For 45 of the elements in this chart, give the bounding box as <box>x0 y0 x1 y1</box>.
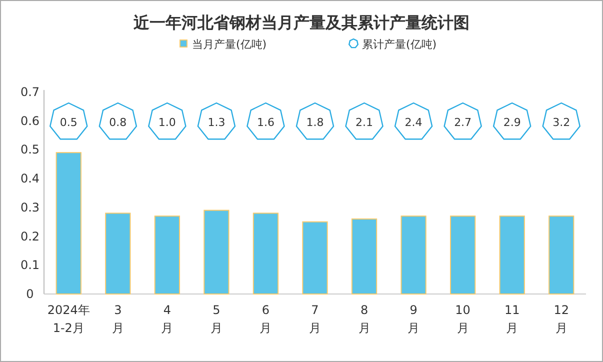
data-label: 2.9 <box>503 116 521 129</box>
y-tick-label: 0.5 <box>20 142 40 157</box>
y-tick-label: 0.3 <box>20 200 40 214</box>
x-tick-label: 10月 <box>455 303 470 335</box>
data-label: 2.7 <box>454 116 472 129</box>
bar <box>400 216 426 294</box>
data-label: 1.3 <box>208 116 226 129</box>
x-tick-label: 2024年1-2月 <box>47 303 90 335</box>
y-tick-label: 0.2 <box>20 229 40 244</box>
y-tick-label: 0.6 <box>20 114 40 128</box>
legend: 当月产量(亿吨) <box>180 38 267 51</box>
chart-title: 近一年河北省钢材当月产量及其累计产量统计图 <box>132 13 470 32</box>
x-tick-label: 9月 <box>408 303 420 335</box>
legend-label: 累计产量(亿吨) <box>362 38 437 51</box>
bar <box>499 216 525 294</box>
x-tick-label: 12月 <box>554 303 570 335</box>
bar <box>204 210 230 294</box>
y-tick-label: 0.1 <box>20 258 40 272</box>
data-label: 1.6 <box>256 116 274 129</box>
x-tick-label: 7月 <box>309 303 321 335</box>
bar <box>252 212 279 294</box>
data-label: 2.1 <box>356 116 374 129</box>
data-label: 0.5 <box>60 116 78 129</box>
bar <box>302 221 328 294</box>
data-label: 2.4 <box>404 116 422 129</box>
legend: 累计产量(亿吨) <box>348 38 437 51</box>
x-tick-label: 4月 <box>161 303 174 335</box>
x-tick-label: 6月 <box>260 303 272 335</box>
data-label: 3.2 <box>552 116 570 129</box>
x-tick-label: 11月 <box>504 303 520 335</box>
bar <box>105 212 131 294</box>
x-tick-label: 8月 <box>358 303 370 335</box>
bar <box>548 216 574 294</box>
bar <box>351 218 378 294</box>
y-tick-label: 0 <box>26 287 34 301</box>
data-label: 1.0 <box>158 116 176 129</box>
bar <box>450 216 476 294</box>
data-label: 1.8 <box>306 116 324 129</box>
x-tick-label: 3月 <box>112 303 124 335</box>
y-tick-label: 0.7 <box>20 85 40 99</box>
bar <box>56 152 82 294</box>
data-label: 0.8 <box>109 116 127 129</box>
x-tick-label: 5月 <box>210 303 222 335</box>
y-tick-label: 0.4 <box>20 172 40 186</box>
bar <box>154 216 180 294</box>
